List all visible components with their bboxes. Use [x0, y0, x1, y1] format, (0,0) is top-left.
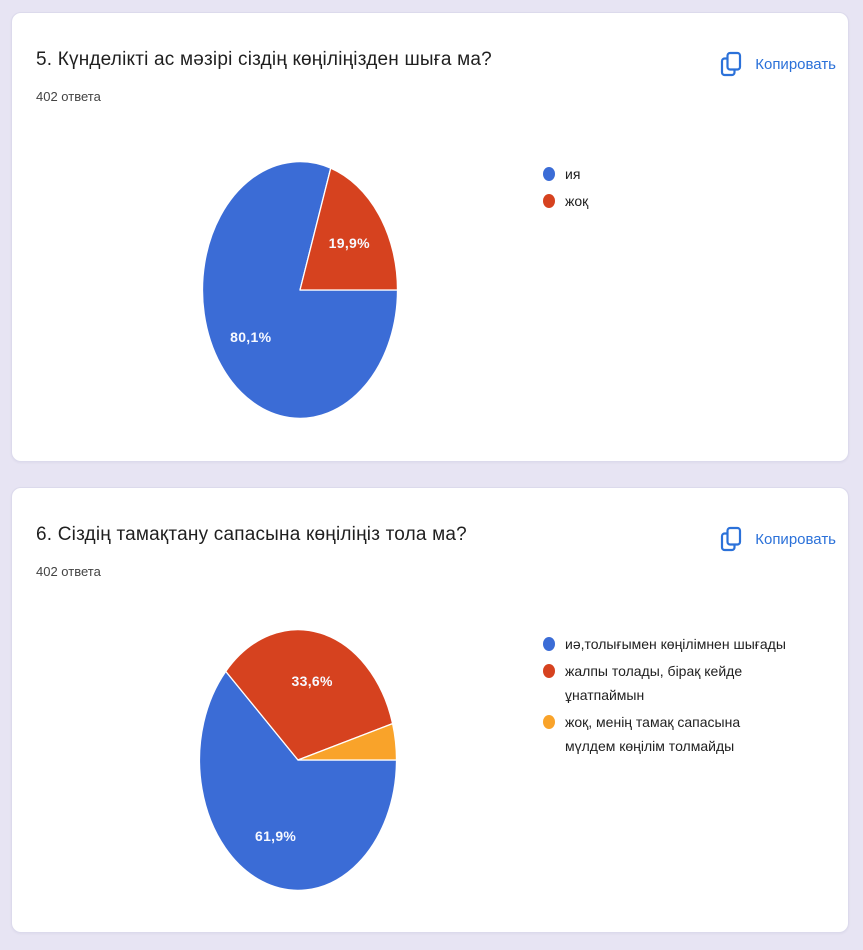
legend-color-dot	[543, 637, 555, 651]
chart-legend: ия жоқ	[543, 162, 791, 216]
pie-svg	[199, 629, 397, 891]
legend-item: иә,толығымен көңілімнен шығады	[543, 632, 791, 656]
pie-slice	[226, 630, 393, 760]
card-header: 5. Күнделікті ас мәзірі сіздің көңіліңіз…	[36, 47, 836, 79]
question-title: 6. Сіздің тамақтану сапасына көңіліңіз т…	[36, 524, 467, 545]
legend-color-dot	[543, 194, 555, 208]
legend-item: жалпы толады, бірақ кейде ұнатпаймын	[543, 659, 791, 707]
pie-chart: 80,1% 19,9%	[202, 161, 398, 419]
legend-label: жоқ	[565, 193, 589, 209]
legend-color-dot	[543, 167, 555, 181]
copy-button[interactable]: Копировать	[719, 50, 836, 79]
copy-button[interactable]: Копировать	[719, 525, 836, 554]
chart-legend: иә,толығымен көңілімнен шығады жалпы тола…	[543, 632, 791, 761]
copy-button-label: Копировать	[755, 531, 836, 548]
legend-item: жоқ, менің тамақ сапасына мүлдем көңілім…	[543, 710, 791, 758]
legend-color-dot	[543, 715, 555, 729]
pie-chart: 61,9% 33,6%	[199, 629, 397, 891]
copy-icon	[719, 50, 743, 79]
copy-icon	[719, 525, 743, 554]
responses-count: 402 ответа	[36, 564, 101, 579]
pie-slice	[199, 671, 396, 890]
pie-svg	[202, 161, 398, 419]
card-header: 6. Сіздің тамақтану сапасына көңіліңіз т…	[36, 522, 836, 554]
pie-slice	[300, 168, 398, 290]
legend-item: жоқ	[543, 189, 791, 213]
legend-label: ия	[565, 166, 581, 182]
question-card-6: 6. Сіздің тамақтану сапасына көңіліңіз т…	[11, 487, 849, 933]
pie-slice	[298, 724, 397, 760]
legend-label: жоқ, менің тамақ сапасына мүлдем көңілім…	[565, 714, 741, 754]
question-title: 5. Күнделікті ас мәзірі сіздің көңіліңіз…	[36, 49, 492, 70]
question-card-5: 5. Күнделікті ас мәзірі сіздің көңіліңіз…	[11, 12, 849, 462]
legend-label: жалпы толады, бірақ кейде ұнатпаймын	[565, 663, 743, 703]
copy-button-label: Копировать	[755, 56, 836, 73]
responses-count: 402 ответа	[36, 89, 101, 104]
legend-item: ия	[543, 162, 791, 186]
legend-label: иә,толығымен көңілімнен шығады	[565, 636, 786, 652]
legend-color-dot	[543, 664, 555, 678]
